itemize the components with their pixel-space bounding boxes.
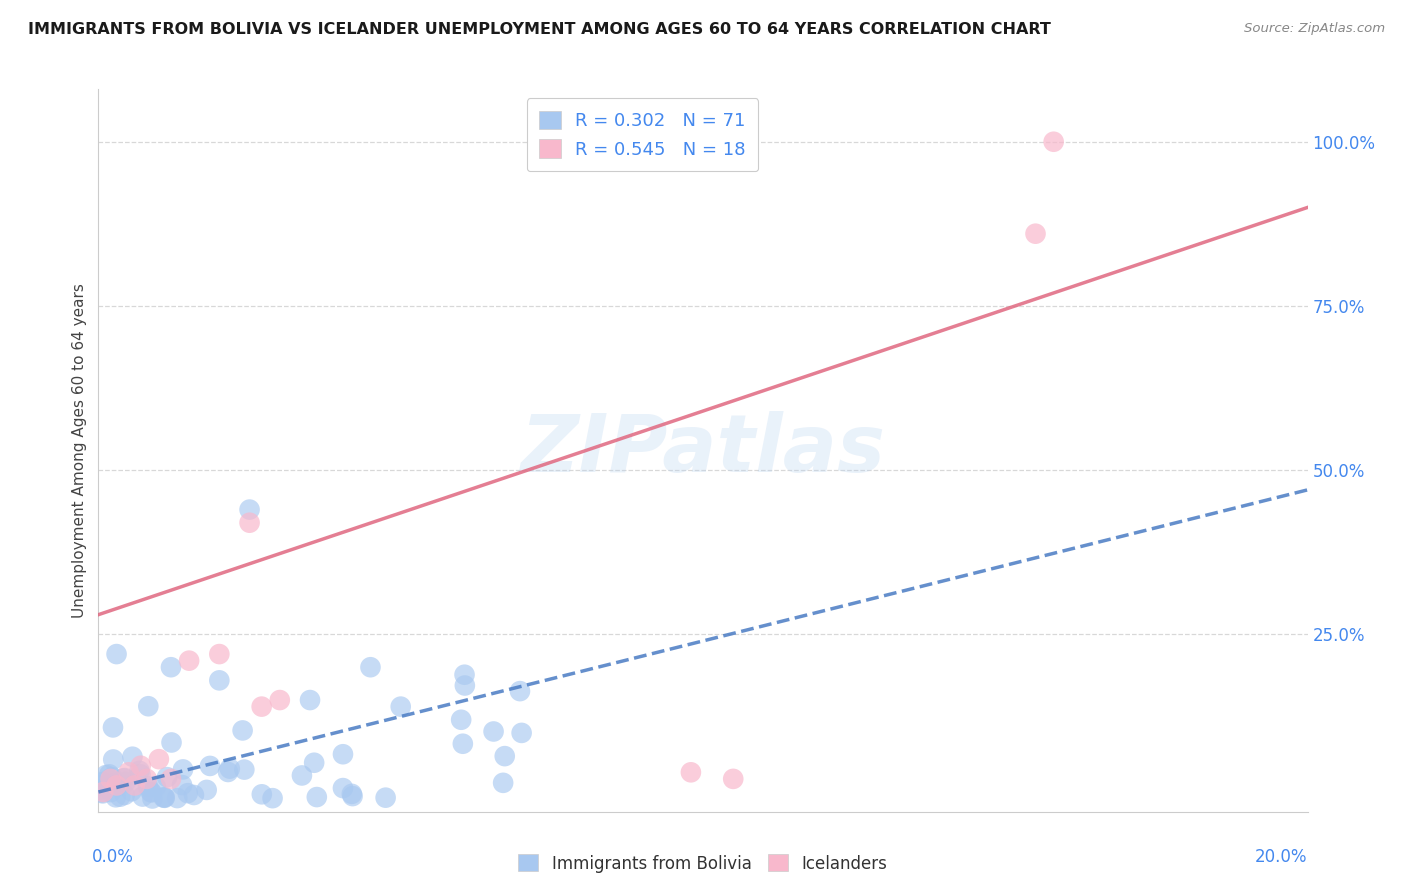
Point [250,787,273,801]
Point [509,684,531,698]
Point [374,790,396,805]
Point [139,785,162,799]
Point [239,516,262,530]
Text: ZIPatlas: ZIPatlas [520,411,886,490]
Point [114,788,136,802]
Point [217,764,239,779]
Point [131,789,153,804]
Point [305,790,328,805]
Point [492,776,515,790]
Point [342,789,364,803]
Point [250,699,273,714]
Point [121,784,143,798]
Point [103,775,125,789]
Point [218,762,240,776]
Point [269,693,291,707]
Point [118,765,141,780]
Point [239,502,262,516]
Point [160,772,183,786]
Point [91,785,114,799]
Point [135,772,157,786]
Point [90,782,112,797]
Point [108,789,131,804]
Point [179,654,201,668]
Y-axis label: Unemployment Among Ages 60 to 64 years: Unemployment Among Ages 60 to 64 years [72,283,87,618]
Point [454,679,477,693]
Point [166,791,188,805]
Legend: Immigrants from Bolivia, Icelanders: Immigrants from Bolivia, Icelanders [512,847,894,880]
Point [94,768,117,782]
Point [141,791,163,805]
Point [160,735,183,749]
Text: Source: ZipAtlas.com: Source: ZipAtlas.com [1244,22,1385,36]
Point [121,749,143,764]
Point [172,763,194,777]
Point [482,724,505,739]
Text: IMMIGRANTS FROM BOLIVIA VS ICELANDER UNEMPLOYMENT AMONG AGES 60 TO 64 YEARS CORR: IMMIGRANTS FROM BOLIVIA VS ICELANDER UNE… [28,22,1052,37]
Point [136,780,159,794]
Point [340,787,363,801]
Point [103,752,125,766]
Point [112,772,135,786]
Point [129,767,152,781]
Point [510,726,533,740]
Point [332,781,354,796]
Point [104,790,127,805]
Point [153,790,176,805]
Point [389,699,412,714]
Point [360,660,382,674]
Point [101,770,124,784]
Point [450,713,472,727]
Point [208,647,231,661]
Point [128,764,150,778]
Point [89,779,111,793]
Point [100,772,122,786]
Point [100,785,122,799]
Point [198,759,221,773]
Point [262,791,284,805]
Point [101,720,124,734]
Point [91,786,114,800]
Point [208,673,231,688]
Point [232,723,254,738]
Point [233,763,256,777]
Legend: R = 0.302   N = 71, R = 0.545   N = 18: R = 0.302 N = 71, R = 0.545 N = 18 [527,98,758,171]
Point [129,758,152,772]
Point [90,785,112,799]
Point [183,788,205,802]
Point [170,778,193,792]
Point [141,785,163,799]
Point [1024,227,1046,241]
Point [299,693,322,707]
Point [453,667,475,681]
Point [723,772,745,786]
Point [98,767,121,781]
Point [177,786,200,800]
Point [494,749,516,764]
Point [1042,135,1064,149]
Point [105,647,128,661]
Point [153,790,176,805]
Point [145,780,167,794]
Point [105,779,128,793]
Point [451,737,474,751]
Point [136,699,159,714]
Point [124,779,146,793]
Point [152,790,174,805]
Text: 20.0%: 20.0% [1256,847,1308,866]
Point [332,747,354,762]
Point [114,771,136,785]
Point [148,752,170,766]
Text: 0.0%: 0.0% [93,847,134,866]
Point [302,756,325,770]
Point [91,775,114,789]
Point [291,768,314,782]
Point [114,775,136,789]
Point [679,765,702,780]
Point [160,660,183,674]
Point [156,770,179,784]
Point [195,783,218,797]
